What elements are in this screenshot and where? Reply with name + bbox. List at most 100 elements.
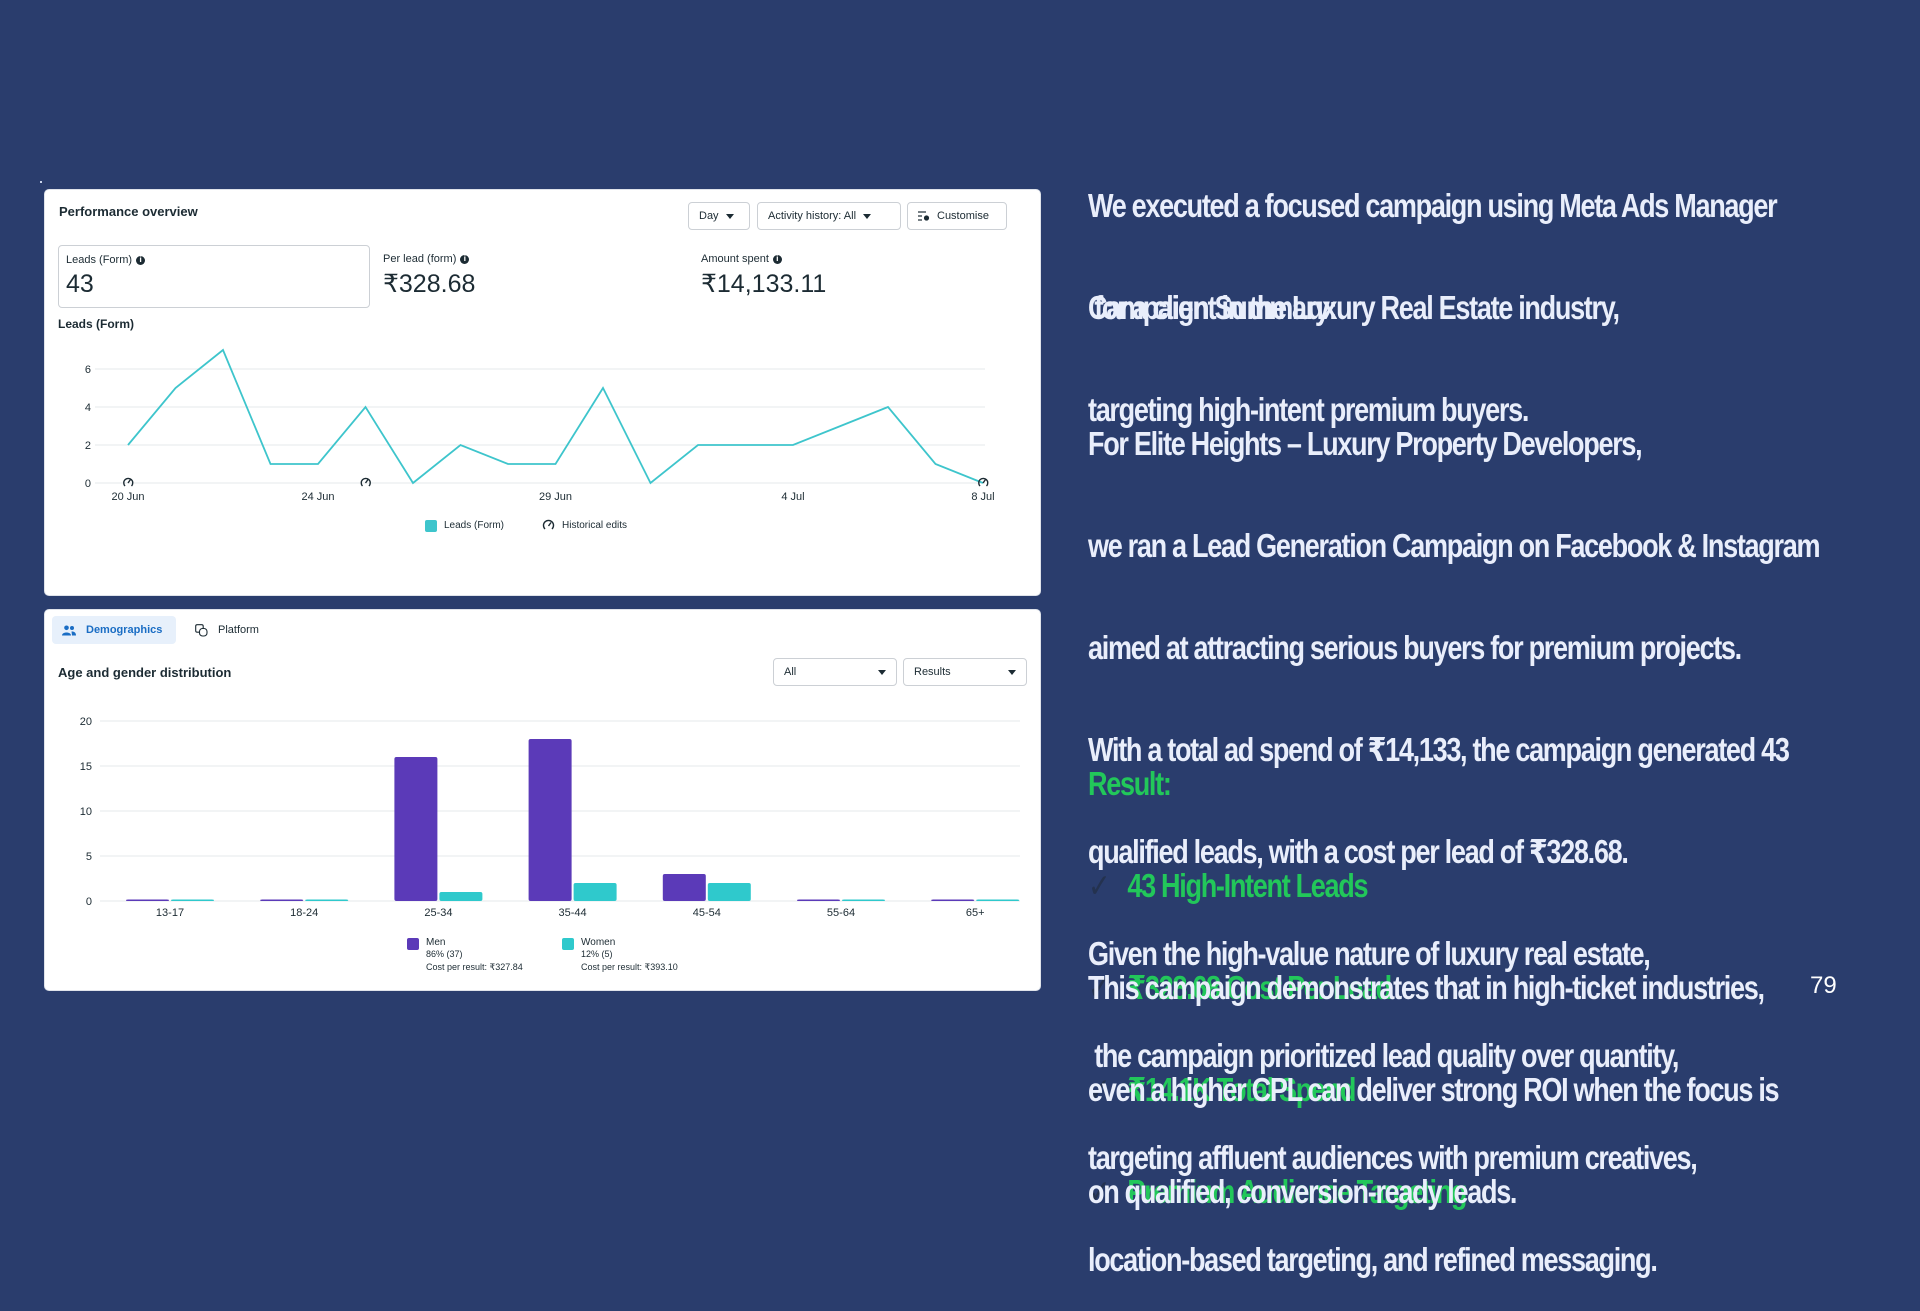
tab-demographics[interactable]: Demographics (52, 616, 176, 644)
svg-text:5: 5 (86, 851, 92, 863)
svg-text:24 Jun: 24 Jun (301, 491, 334, 503)
filter-all-dropdown[interactable]: All (773, 658, 897, 686)
historical-edit-icon[interactable] (978, 477, 989, 487)
legend-leads-form[interactable]: Leads (Form) (425, 519, 504, 532)
legend-women-share: 12% (5) (581, 949, 613, 959)
decorative-dot (40, 181, 42, 183)
bar-women-55-64[interactable] (842, 899, 885, 902)
summary-line: aimed at attracting serious buyers for p… (1088, 629, 1742, 666)
bar-women-65+[interactable] (976, 899, 1020, 902)
tab-platform-label: Platform (218, 624, 259, 636)
svg-text:35-44: 35-44 (559, 907, 587, 919)
platform-icon (195, 623, 208, 637)
svg-text:6: 6 (85, 364, 91, 376)
metric-leads-value: 43 (66, 270, 94, 298)
legend-women-cost: Cost per result: ₹393.10 (581, 962, 678, 972)
svg-text:29 Jun: 29 Jun (539, 491, 572, 503)
customise-icon (918, 211, 930, 221)
activity-history-label: Activity history: All (768, 210, 857, 222)
summary-line: With a total ad spend of ₹14,133, the ca… (1088, 731, 1790, 768)
metric-leads[interactable]: Leads (Form) i 43 (58, 245, 370, 308)
historical-edit-markers (123, 477, 989, 487)
result-text: 43 High-Intent Leads (1127, 867, 1368, 904)
bar-women-18-24[interactable] (305, 899, 349, 902)
performance-overview-title: Performance overview (59, 204, 198, 219)
bar-women-13-17[interactable] (171, 899, 214, 902)
x-axis-ticks: 20 Jun 24 Jun 29 Jun 4 Jul 8 Jul (111, 491, 994, 503)
conclusion-line: even a higher CPL can deliver strong ROI… (1088, 1071, 1780, 1108)
leads-chart-title: Leads (Form) (58, 317, 135, 331)
caret-down-icon (725, 213, 734, 219)
summary-line: Given the high-value nature of luxury re… (1088, 935, 1651, 972)
metric-leads-label: Leads (Form) (66, 254, 133, 266)
day-dropdown[interactable]: Day (688, 202, 750, 230)
intro-line: for a client in the Luxury Real Estate i… (1088, 289, 1620, 326)
svg-text:55-64: 55-64 (827, 907, 855, 919)
age-gender-bar-chart: 0 5 10 15 20 13-17 18-24 25-34 35-44 45-54 55-64 6… (80, 716, 1020, 919)
bar-men-25-34[interactable] (394, 757, 438, 901)
bar-men-45-54[interactable] (662, 874, 706, 901)
caret-down-icon (1008, 669, 1016, 675)
metric-amount-spent-value: ₹14,133.11 (701, 270, 827, 298)
bar-men-55-64[interactable] (797, 899, 840, 902)
result-text: ₹328.68 Cost Per Lead (1127, 969, 1392, 1006)
bar-men-35-44[interactable] (528, 739, 572, 901)
legend-swatch-men (407, 938, 419, 950)
svg-text:20 Jun: 20 Jun (111, 491, 144, 503)
age-gender-title: Age and gender distribution (58, 665, 232, 680)
bar-men-13-17[interactable] (126, 899, 169, 902)
legend-women[interactable]: Women 12% (5) Cost per result: ₹393.10 (562, 937, 678, 974)
svg-text:8 Jul: 8 Jul (971, 491, 994, 503)
metric-per-lead[interactable]: Per lead (form) i ₹328.68 (383, 245, 683, 307)
tab-demographics-label: Demographics (86, 624, 163, 636)
info-icon[interactable]: i (772, 254, 782, 264)
filter-results-dropdown[interactable]: Results (903, 658, 1027, 686)
summary-heading: Campaign Summary: (1088, 289, 1338, 326)
legend-men[interactable]: Men 86% (37) Cost per result: ₹327.84 (407, 937, 523, 974)
leads-line-chart: 0 2 4 6 20 Jun 24 Jun 29 Jun 4 Jul 8 Jul (85, 348, 995, 503)
customise-label: Customise (937, 210, 989, 222)
bar-women-45-54[interactable] (707, 883, 751, 901)
tab-platform[interactable]: Platform (185, 616, 285, 644)
svg-text:0: 0 (86, 896, 92, 908)
bar-men-65+[interactable] (931, 899, 975, 902)
metric-per-lead-value: ₹328.68 (383, 270, 476, 298)
demographics-card: Demographics Platform Age and gender dis… (45, 610, 1040, 990)
filter-all-label: All (784, 666, 797, 678)
metric-amount-spent[interactable]: Amount spent i ₹14,133.11 (701, 245, 1001, 307)
svg-text:15: 15 (80, 761, 92, 773)
legend-men-share: 86% (37) (426, 949, 463, 959)
bar-men-18-24[interactable] (260, 899, 304, 902)
metric-per-lead-label: Per lead (form) (383, 253, 457, 265)
svg-text:2: 2 (85, 440, 91, 452)
page-number: 79 (1810, 972, 1837, 999)
intro-paragraph: We executed a focused campaign using Met… (1088, 121, 1778, 461)
legend-men-label: Men (426, 937, 446, 948)
chart-gridlines (95, 368, 985, 484)
bar-women-25-34[interactable] (439, 892, 483, 901)
historical-edit-icon[interactable] (123, 477, 134, 487)
svg-text:45-54: 45-54 (693, 907, 721, 919)
result-item: ✓ 43 High-Intent Leads (1088, 869, 1466, 903)
check-icon: ✓ (1088, 867, 1111, 904)
conclusion-paragraph: This campaign demonstrates that in high-… (1088, 903, 1780, 1243)
result-item: ✓ ₹328.68 Cost Per Lead (1088, 971, 1466, 1005)
conclusion-line: on qualified, conversion-ready leads. (1088, 1173, 1517, 1210)
svg-text:10: 10 (80, 806, 92, 818)
info-icon[interactable]: i (460, 254, 470, 264)
historical-edit-icon[interactable] (360, 477, 371, 487)
info-icon[interactable]: i (136, 255, 146, 265)
svg-text:13-17: 13-17 (156, 907, 184, 919)
summary-line: location-based targeting, and refined me… (1088, 1241, 1658, 1278)
activity-history-dropdown[interactable]: Activity history: All (757, 202, 901, 230)
summary-line: qualified leads, with a cost per lead of… (1088, 833, 1629, 870)
bar-women-35-44[interactable] (573, 883, 617, 901)
filter-results-label: Results (914, 666, 951, 678)
people-icon (62, 625, 76, 635)
legend-historical-edits[interactable]: Historical edits (542, 519, 627, 531)
bar-series (126, 739, 1020, 902)
result-heading: Result: (1088, 765, 1172, 802)
x-axis-ticks: 13-17 18-24 25-34 35-44 45-54 55-64 65+ (156, 907, 985, 919)
customise-button[interactable]: Customise (907, 202, 1007, 230)
y-axis-ticks: 0 2 4 6 (85, 364, 91, 490)
